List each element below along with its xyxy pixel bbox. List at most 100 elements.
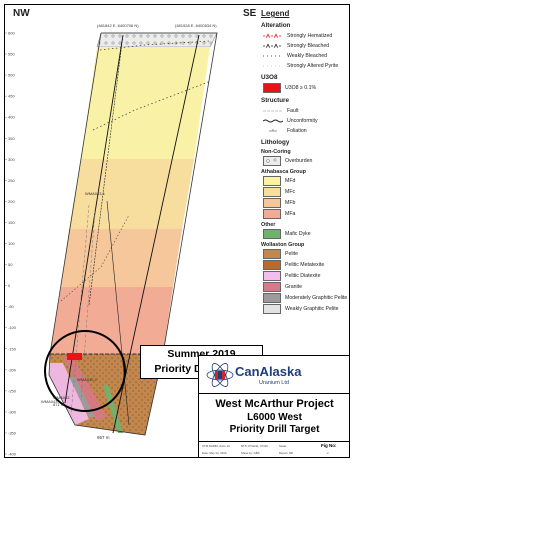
company-subtitle: Uranium Ltd: [259, 380, 289, 386]
strongly-bleached-symbol: [263, 42, 283, 48]
legend-item: Weakly Graphitic Pelite: [263, 304, 349, 314]
elevation-tick-label: 350: [8, 136, 15, 141]
legend-label: Pelitic Metatexite: [285, 262, 325, 268]
legend-item: Strongly Altered Pyrite: [263, 61, 349, 70]
bleached-trace-low: [60, 214, 130, 302]
pyrite-symbol: [263, 65, 283, 66]
lithology-swatch: [263, 282, 281, 292]
hematized-symbol: [263, 32, 283, 38]
elevation-tick-label: -300: [8, 409, 17, 414]
fault-1: [70, 204, 90, 416]
legend-label: Weakly Bleached: [287, 52, 327, 59]
lithology-swatch: [263, 198, 281, 208]
elevation-tick-label: 0: [8, 283, 11, 288]
collar-label-right: (481928 E, 6400534 N): [175, 23, 217, 28]
lithology-swatch: [263, 187, 281, 197]
legend-label: Overburden: [285, 158, 313, 164]
legend-label: MFb: [285, 200, 296, 206]
hole-depth-label: 871 m: [53, 402, 65, 407]
legend-label: MFa: [285, 211, 296, 217]
collar-label-left: (481842 E, 6400706 N): [97, 23, 139, 28]
elevation-tick-label: -150: [8, 346, 17, 351]
project-title: West McArthur Project: [215, 398, 334, 410]
company-name: CanAlaska: [235, 364, 302, 379]
info-strip: UTM NAD83, Zone 13 NTS: 074H/11, 074I/2 …: [198, 441, 349, 457]
info-date: Date: May 22, 2019: [202, 451, 227, 455]
fault-2: [80, 209, 96, 401]
legend-title: Legend: [261, 9, 290, 18]
athabasca-heading: Athabasca Group: [261, 169, 306, 175]
non-coring-heading: Non-Coring: [261, 149, 291, 155]
legend-item: Fault: [263, 106, 349, 115]
elevation-tick-label: 550: [8, 52, 15, 57]
legend-label: MFd: [285, 178, 296, 184]
legend-label: Strongly Bleached: [287, 42, 330, 49]
weakly-bleached-symbol: [263, 55, 283, 56]
other-list: Mafic Dyke: [258, 229, 349, 239]
other-heading: Other: [261, 222, 276, 228]
elevation-tick-label: 250: [8, 178, 15, 183]
legend-label: Weakly Graphitic Pelite: [285, 306, 339, 312]
legend-label: Pelitic Diatexite: [285, 273, 321, 279]
legend-item: Weakly Bleached: [263, 51, 349, 60]
elevation-tick-label: -200: [8, 367, 17, 372]
info-report: Report: NR: [279, 451, 293, 455]
info-projection: UTM NAD83, Zone 13: [202, 444, 230, 448]
athabasca-list: MFd MFc MFb MFa: [258, 176, 349, 219]
lithology-swatch: [263, 209, 281, 219]
u3o8-swatch: [263, 83, 281, 93]
section-subtitle: Priority Drill Target: [229, 424, 320, 435]
legend-item: MFd: [263, 176, 349, 186]
legend-item: U3O8 ≥ 0.1%: [263, 83, 349, 93]
elevation-tick-label: -350: [8, 430, 17, 435]
alteration-heading: Alteration: [261, 22, 291, 29]
wollaston-list: Pelite Pelitic Metatexite Pelitic Diatexit…: [258, 249, 349, 314]
elevation-tick-label: 400: [8, 115, 15, 120]
legend-item: MFc: [263, 187, 349, 197]
legend-item: Mafic Dyke: [263, 229, 349, 239]
lithology-swatch: [263, 229, 281, 239]
drill-hole-2: [112, 34, 200, 434]
drill-hole-1: [64, 34, 124, 404]
legend-panel: Legend Alteration Strongly Hematized Str…: [258, 5, 349, 352]
elevation-tick-label: -250: [8, 388, 17, 393]
graphitic-pelite-lens: [69, 377, 95, 417]
elevation-tick-label: 150: [8, 220, 15, 225]
pelitic-diatexite-lens: [49, 363, 89, 425]
u3o8-intercept: [67, 353, 82, 360]
mfa-band: [50, 287, 173, 354]
info-fig-label: Fig No:: [321, 443, 337, 448]
cross-section-sheet: 600 550 500 450 400 350 300 250 200 150 100 50 0 -50-…: [4, 4, 350, 458]
mfd-band: [81, 47, 210, 159]
elevation-tick-label: 300: [8, 157, 15, 162]
info-sheet: Sheet by: GBS: [241, 451, 260, 455]
bleached-trace-top: [99, 40, 211, 51]
drill-hole-4: [106, 200, 130, 426]
lithology-swatch: [263, 271, 281, 281]
elevation-ticks: 600550500450400350300250200150100500-50-…: [5, 31, 17, 457]
mfb-band: [61, 229, 182, 287]
hole-label: WMA043-1: [85, 191, 106, 196]
hole-label: WMA042: [53, 395, 70, 400]
hole-label: WMA042-1: [77, 377, 98, 382]
elevation-tick-label: 50: [8, 262, 13, 267]
legend-item: Overburden: [263, 156, 349, 166]
section-outline: [48, 32, 218, 436]
legend-label: Granite: [285, 284, 303, 290]
legend-item: Pelite: [263, 249, 349, 259]
elevation-tick-label: -50: [8, 304, 15, 309]
lithology-swatch: [263, 293, 281, 303]
legend-item: Pelitic Metatexite: [263, 260, 349, 270]
u3o8-heading: U3O8: [261, 74, 278, 81]
elevation-tick-label: 500: [8, 73, 15, 78]
lithology-swatch: [263, 249, 281, 259]
lithology-swatch: [263, 176, 281, 186]
legend-item: Foliation: [263, 126, 349, 135]
legend-item: Strongly Bleached: [263, 41, 349, 50]
se-direction-label: SE: [243, 8, 257, 19]
hole-label: WMA043: [41, 399, 58, 404]
legend-item: MFa: [263, 209, 349, 219]
target-circle: [44, 330, 126, 412]
legend-label: Strongly Altered Pyrite: [287, 62, 339, 69]
info-scale: Scale:: [279, 444, 287, 448]
